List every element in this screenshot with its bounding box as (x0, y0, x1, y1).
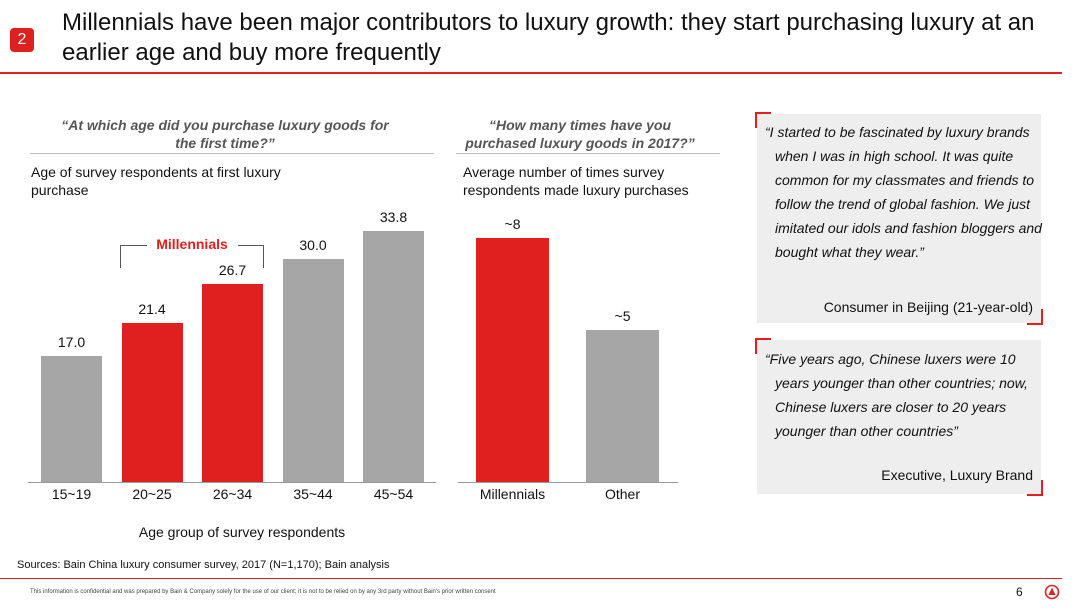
value-label: 30.0 (299, 237, 327, 254)
right-chart-question: “How many times have you purchased luxur… (465, 117, 695, 151)
bar-26~34 (202, 283, 263, 482)
bain-logo-icon (1044, 584, 1060, 600)
bar-15~19 (41, 355, 102, 482)
left-bar-chart: 17.0 15~19 21.4 20~25 26.7 26~34 30.0 35~44 33.8… (0, 0, 424, 502)
quote-2-corner-top (755, 338, 771, 354)
right-chart-baseline (458, 482, 678, 483)
quote-1-text: “I started to be fascinated by luxury br… (765, 124, 1042, 260)
value-label: ~5 (614, 307, 631, 324)
value-label: ~8 (504, 216, 521, 232)
value-label: 33.8 (379, 208, 408, 225)
quote-2-attribution: Executive, Luxury Brand (881, 467, 1033, 483)
bracket-right (238, 245, 264, 268)
bracket-left (120, 245, 147, 268)
category-label: Other (604, 486, 640, 502)
bar-Millennials (476, 238, 549, 482)
quote-2-corner-bottom (1027, 480, 1043, 496)
left-chart-question: “At which age did you purchase luxury go… (61, 117, 389, 151)
sources-note: Sources: Bain China luxury consumer surv… (17, 559, 390, 571)
category-label: 20~25 (132, 486, 172, 502)
millennials-bracket-label: Millennials (156, 236, 228, 252)
left-xaxis-title: Age group of survey respondents (138, 524, 346, 540)
quote-1-corner-top (755, 112, 771, 128)
quote-1-corner-bottom (1027, 309, 1043, 325)
left-question-rule (30, 153, 434, 154)
category-label: 26~34 (212, 486, 253, 502)
right-bar-chart: ~8 Millennials ~5 Other (0, 0, 659, 502)
bar-Other (586, 329, 659, 482)
bar-45~54 (363, 230, 424, 482)
bar-20~25 (121, 322, 183, 482)
quote-2-text: “Five years ago, Chinese luxers were 10 … (765, 351, 1028, 439)
quote-1-attribution: Consumer in Beijing (21-year-old) (823, 299, 1033, 315)
category-label: 35~44 (293, 486, 333, 502)
section-badge: 2 (10, 28, 34, 52)
confidentiality-notice: This information is confidential and was… (30, 589, 496, 595)
category-label: 45~54 (373, 486, 414, 502)
right-chart-subtitle: Average number of times survey responden… (463, 164, 689, 198)
value-label: 17.0 (57, 333, 86, 350)
slide-title: Millennials have been major contributors… (62, 9, 1035, 66)
value-label: 21.4 (138, 300, 166, 317)
category-label: 15~19 (51, 486, 92, 502)
quote-box-1 (757, 114, 1041, 323)
title-divider (0, 72, 1062, 74)
bar-35~44 (282, 259, 344, 482)
right-question-rule (456, 153, 720, 154)
footer-divider (0, 578, 1062, 579)
value-label: 26.7 (218, 261, 247, 278)
left-chart-subtitle: Age of survey respondents at first luxur… (31, 164, 281, 198)
left-chart-baseline (28, 482, 436, 483)
page-number: 6 (1016, 585, 1023, 599)
category-label: Millennials (479, 486, 546, 502)
quote-box-2 (757, 340, 1041, 494)
